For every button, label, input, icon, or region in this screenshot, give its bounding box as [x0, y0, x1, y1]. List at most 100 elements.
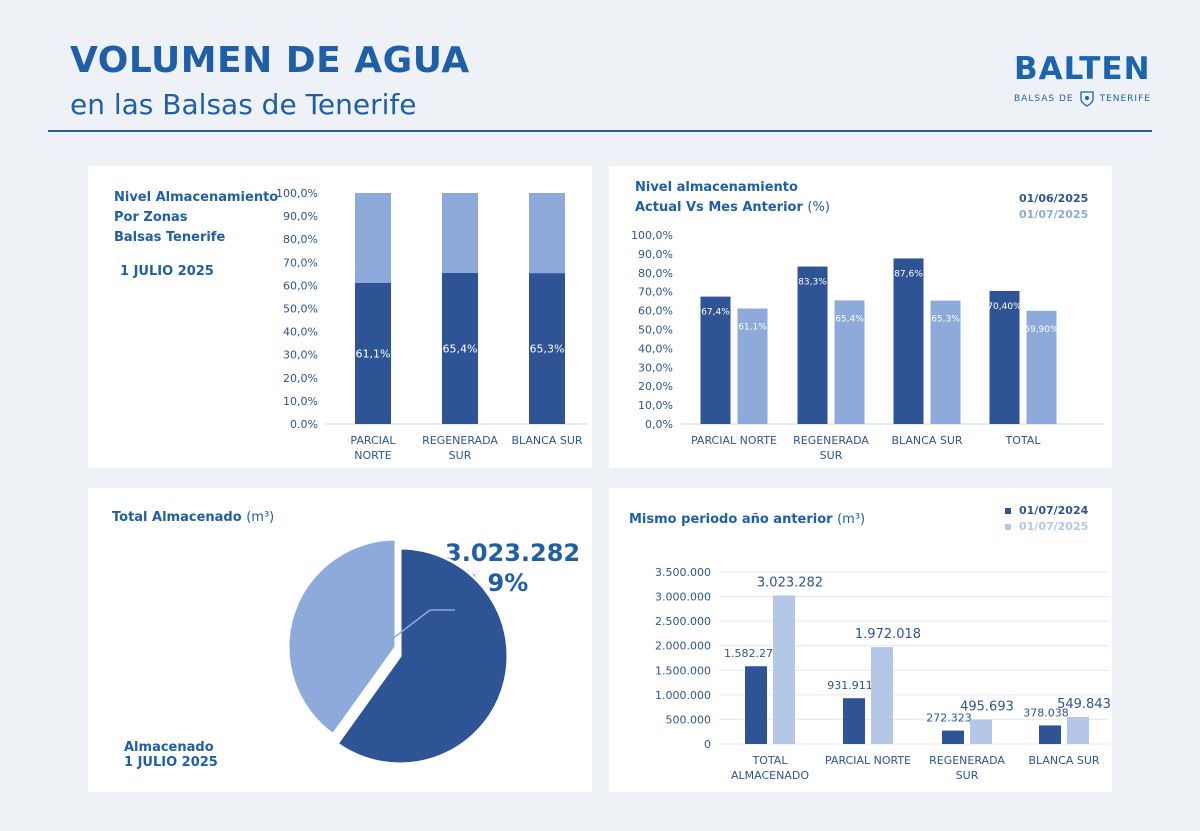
logo-sub-left: BALSAS DE — [1014, 94, 1074, 104]
bar-previous — [700, 296, 731, 424]
x-tick-label: BLANCA SUR — [511, 434, 582, 447]
y-tick-label: 60,0% — [283, 279, 318, 292]
x-tick-label: TOTAL — [1005, 434, 1042, 447]
chart-current-vs-previous: 0,0% 10,0% 20,0% 30,0% 40,0% 50,0% 60,0% 70,0% 8… — [631, 229, 1104, 462]
chart-same-period-last-year: 0 500.000 1.000.000 1.500.000 2.000.000 2.500… — [655, 566, 1111, 782]
panel2-title-line2: Actual Vs Mes Anterior — [635, 200, 803, 215]
y-tick-label: 1.500.000 — [655, 664, 711, 677]
y-tick-label: 0.0% — [290, 418, 318, 431]
callout-dot — [374, 644, 384, 654]
x-tick-label: REGENERADA — [929, 754, 1005, 767]
bar-value-label: 65,4% — [835, 314, 864, 324]
y-tick-label: 30,0% — [638, 361, 673, 374]
total-stored-value: 3.023.282 — [445, 539, 581, 567]
callout-line — [378, 609, 431, 650]
logo-text: BALTEN — [1014, 51, 1151, 87]
panel2-title-unit: (%) — [807, 200, 830, 215]
bar-this-year — [1067, 716, 1089, 744]
legend-jul-2025-item: 01/07/2025 — [1005, 519, 1088, 535]
balten-logo: BALTEN BALSAS DE TENERIFE — [1014, 52, 1154, 107]
panel1-title: Nivel Almacenamiento Por Zonas Balsas Te… — [114, 188, 278, 248]
y-tick-label: 70,0% — [283, 256, 318, 269]
x-tick-label: SUR — [956, 769, 979, 782]
y-tick-label: 0 — [704, 738, 711, 751]
bar-current — [1026, 310, 1057, 424]
pie-label: Almacenado 1 JULIO 2025 — [124, 740, 218, 770]
pie-label-line1: Almacenado — [124, 740, 214, 755]
legend-jun-2025: 01/06/2025 — [1019, 192, 1089, 205]
y-tick-label: 40,0% — [638, 342, 673, 355]
page-title: VOLUMEN DE AGUA — [70, 40, 470, 81]
bar-remaining — [442, 193, 478, 273]
legend-swatch-dark — [1005, 508, 1011, 514]
y-tick-label: 10,0% — [283, 395, 318, 408]
panel-storage-by-zone: Nivel Almacenamiento Por Zonas Balsas Te… — [88, 166, 592, 468]
bar-last-year — [843, 698, 865, 744]
panel2-title-line1: Nivel almacenamiento — [635, 180, 798, 195]
y-tick-label: 100,0% — [631, 229, 673, 242]
panel4-legend: 01/07/2024 01/07/2025 — [1005, 503, 1088, 535]
panel3-title-unit: (m³) — [246, 510, 275, 525]
legend-jul-2024: 01/07/2024 — [1019, 504, 1089, 517]
bar-last-year — [745, 666, 767, 744]
bar-value-label: 65,3% — [530, 343, 565, 356]
bar-value-label: 61,1% — [356, 347, 391, 360]
y-tick-label: 3.000.000 — [655, 591, 711, 604]
bar-remaining — [529, 193, 565, 274]
panel-total-stored: Total Almacenado (m³) 3.023.282 59,9% Al… — [88, 488, 592, 792]
x-tick-label: PARCIAL NORTE — [691, 434, 777, 447]
y-tick-label: 100,0% — [276, 187, 318, 200]
x-tick-label: TOTAL — [752, 754, 789, 767]
bar-value-label: 1.972.018 — [855, 627, 921, 642]
bar-previous — [797, 266, 828, 424]
bar-value-label: 59,90% — [1024, 325, 1059, 335]
chart-total-stored-pie — [286, 537, 510, 766]
bar-value-label: 3.023.282 — [757, 575, 823, 590]
y-tick-label: 60,0% — [638, 305, 673, 318]
x-tick-label: REGENERADA — [793, 434, 869, 447]
legend-jul-2024-item: 01/07/2024 — [1005, 503, 1088, 519]
legend-jul-2025-b: 01/07/2025 — [1019, 520, 1089, 533]
y-tick-label: 20,0% — [638, 380, 673, 393]
panel-same-period-last-year: Mismo periodo año anterior (m³) 01/07/20… — [609, 488, 1112, 792]
bar-previous — [989, 290, 1020, 424]
panel1-date: 1 JULIO 2025 — [120, 264, 214, 279]
bar-value-label: 272.323 — [926, 712, 972, 725]
pie-slice-remaining — [286, 537, 398, 737]
y-tick-label: 10,0% — [638, 399, 673, 412]
panel4-title-text: Mismo periodo año anterior — [629, 512, 833, 527]
bar-value-label: 378.038 — [1023, 706, 1069, 719]
y-tick-label: 2.500.000 — [655, 615, 711, 628]
y-tick-label: 50,0% — [283, 303, 318, 316]
chart-storage-by-zone: 0.0% 10,0% 20,0% 30,0% 40,0% 50,0% 60,0% 70,0% 8… — [276, 187, 588, 462]
panel2-legend: 01/06/2025 01/07/2025 — [1019, 191, 1088, 223]
logo-sub-right: TENERIFE — [1099, 94, 1151, 104]
bar-value-label: 549.843 — [1057, 697, 1111, 712]
bar-this-year — [871, 647, 893, 744]
x-tick-label: PARCIAL — [350, 434, 396, 447]
bar-stored — [442, 272, 478, 424]
shield-icon — [1079, 91, 1094, 107]
bar-value-label: 83,3% — [798, 278, 827, 288]
bar-value-label: 61,1% — [738, 323, 767, 333]
bar-value-label: 65,3% — [931, 315, 960, 325]
y-tick-label: 2.000.000 — [655, 640, 711, 653]
y-tick-label: 0,0% — [645, 418, 673, 431]
logo-subtitle: BALSAS DE TENERIFE — [1014, 91, 1154, 107]
y-tick-label: 40,0% — [283, 326, 318, 339]
bar-this-year — [970, 719, 992, 744]
bar-remaining — [355, 193, 391, 283]
x-tick-label: ALMACENADO — [731, 769, 809, 782]
bar-value-label: 67,4% — [701, 308, 730, 318]
legend-jul-2025: 01/07/2025 — [1019, 208, 1089, 221]
bar-previous — [893, 258, 924, 424]
panel4-title-unit: (m³) — [837, 512, 866, 527]
y-tick-label: 80,0% — [638, 267, 673, 280]
bar-last-year — [942, 730, 964, 744]
bar-current — [737, 308, 768, 424]
panel3-title-text: Total Almacenado — [112, 510, 242, 525]
page-subtitle: en las Balsas de Tenerife — [70, 88, 417, 121]
x-tick-label: NORTE — [354, 449, 391, 462]
bar-stored — [355, 282, 391, 424]
x-tick-label: PARCIAL NORTE — [825, 754, 911, 767]
